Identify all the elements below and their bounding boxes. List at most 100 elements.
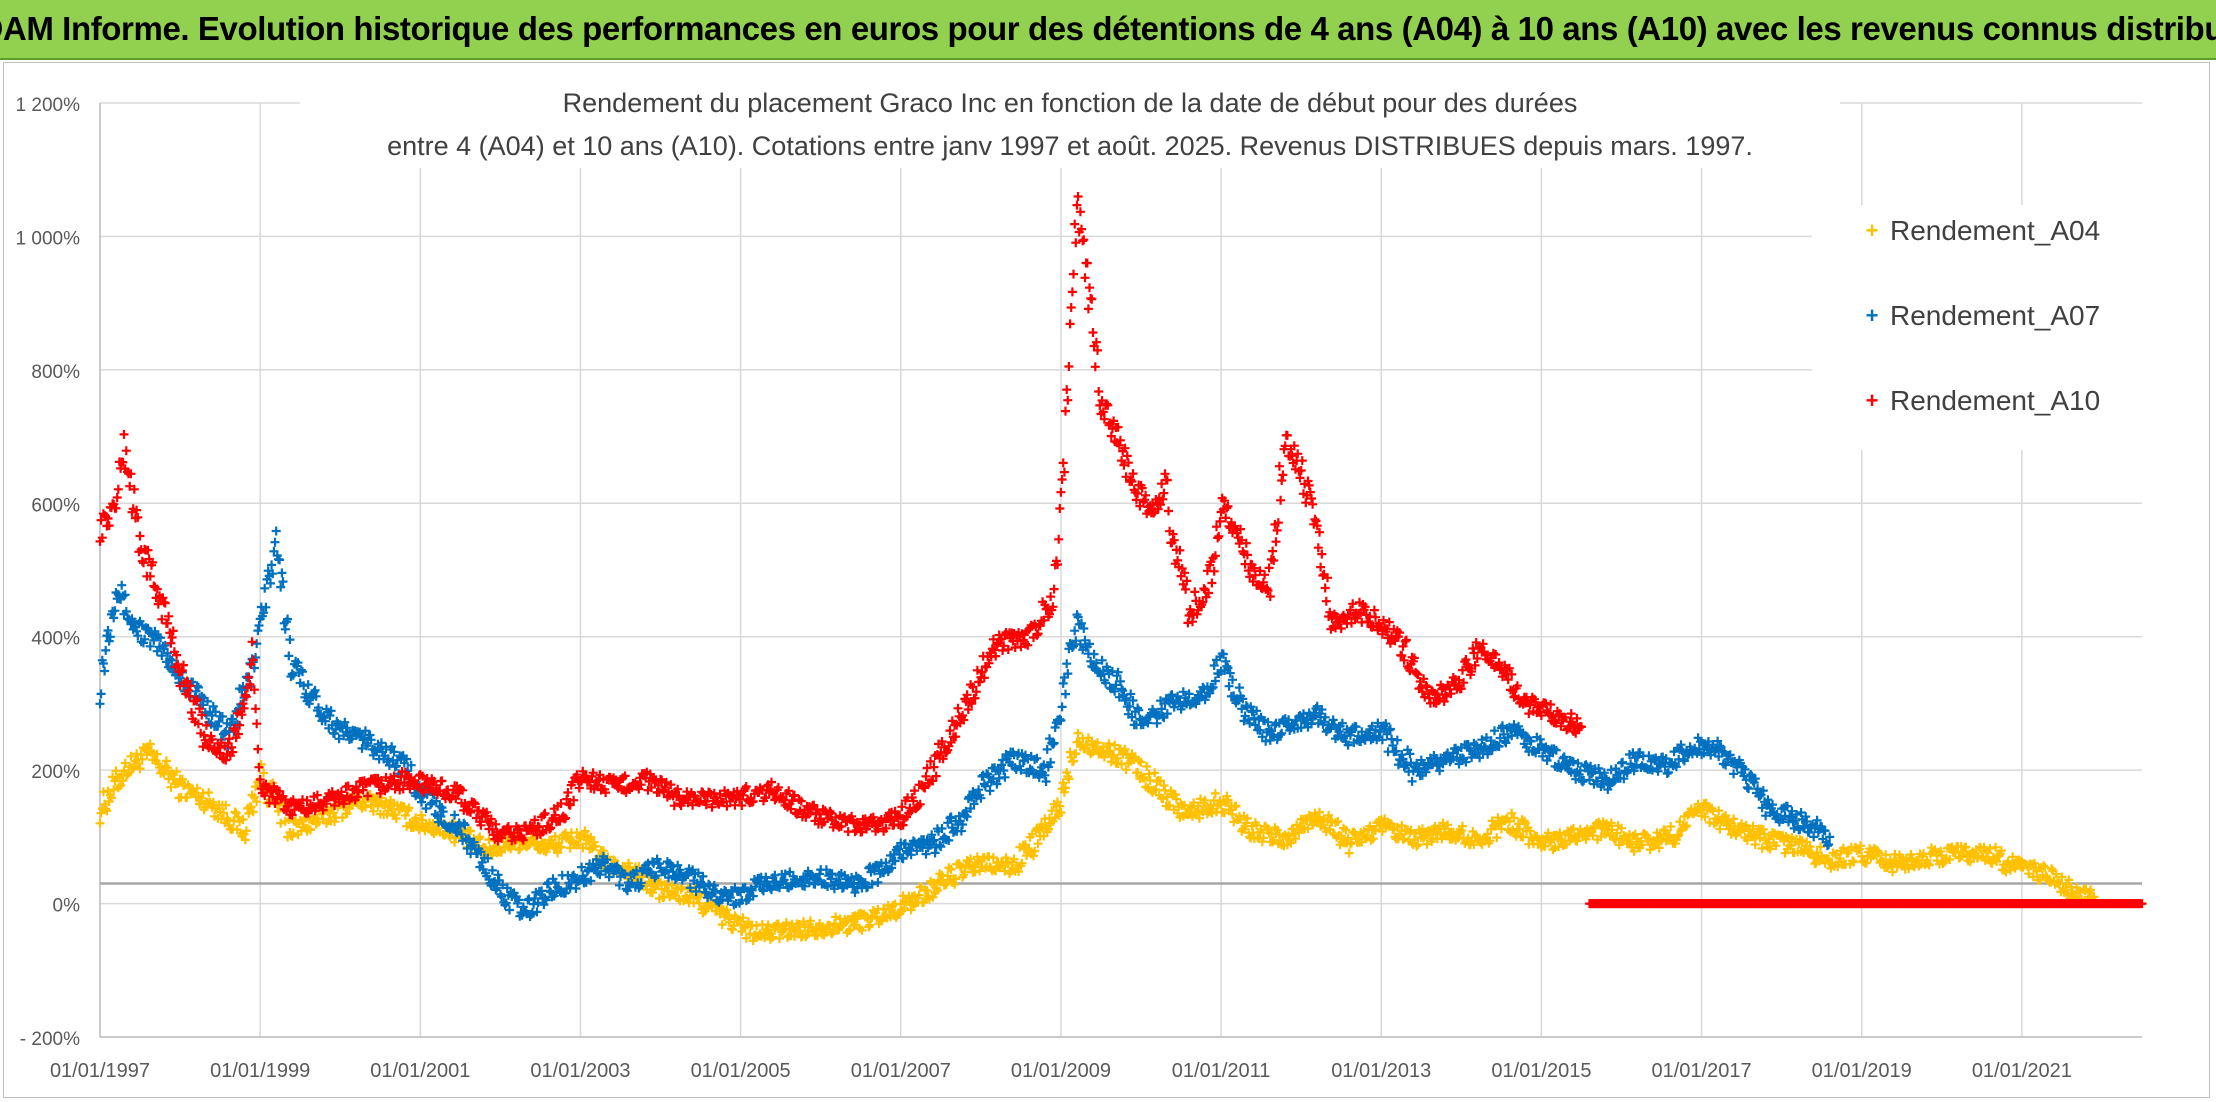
data-point	[160, 640, 170, 650]
data-point	[1014, 867, 1024, 877]
data-point	[1073, 192, 1083, 201]
data-point	[1660, 826, 1670, 836]
x-tick-label: 01/01/2019	[1812, 1060, 1912, 1082]
data-point	[197, 793, 207, 803]
data-point	[1936, 846, 1946, 856]
data-point	[815, 919, 825, 928]
data-point	[1874, 848, 1884, 858]
data-point	[1082, 258, 1092, 268]
data-point	[1172, 794, 1181, 804]
data-point	[1062, 385, 1072, 395]
data-point	[1368, 834, 1378, 844]
data-point	[991, 866, 1001, 876]
data-point	[1067, 287, 1077, 297]
data-point	[1291, 834, 1300, 844]
data-point	[306, 825, 315, 835]
data-point	[366, 735, 376, 745]
data-point	[2001, 867, 2011, 877]
series-a10-zero	[1585, 899, 2147, 909]
data-point	[1094, 387, 1104, 396]
data-point	[271, 526, 281, 536]
data-point	[1277, 476, 1287, 485]
data-point	[1165, 800, 1175, 810]
data-point	[133, 631, 143, 641]
data-point	[648, 888, 657, 898]
x-tick-label: 01/01/2009	[1011, 1060, 1111, 1082]
data-point	[1214, 531, 1224, 541]
data-point	[283, 614, 293, 624]
data-point	[1540, 841, 1550, 851]
data-point	[360, 802, 370, 812]
data-point	[1231, 801, 1241, 811]
data-point	[331, 724, 341, 734]
data-point	[1666, 822, 1676, 831]
data-point	[1207, 578, 1217, 588]
data-point	[244, 809, 254, 818]
data-point	[1320, 583, 1330, 593]
data-point	[1629, 846, 1639, 856]
data-point	[1190, 587, 1200, 597]
data-point	[1209, 566, 1219, 576]
data-point	[96, 689, 106, 699]
data-point	[1152, 718, 1162, 728]
data-point	[135, 764, 145, 774]
data-point	[624, 858, 633, 868]
data-point	[1142, 762, 1152, 771]
data-point	[117, 580, 127, 590]
data-point	[1554, 842, 1564, 852]
data-point	[381, 797, 391, 807]
data-point	[111, 766, 121, 776]
data-point	[1700, 812, 1710, 822]
data-point	[1336, 831, 1346, 841]
data-point	[137, 754, 147, 764]
data-point	[1985, 844, 1995, 853]
data-point	[1159, 488, 1169, 498]
x-tick-label: 01/01/2007	[851, 1060, 951, 1082]
data-point	[251, 704, 261, 714]
data-point	[121, 446, 131, 456]
data-point	[1121, 765, 1131, 775]
data-point	[1269, 835, 1279, 845]
data-point	[717, 920, 727, 930]
data-point	[1617, 823, 1626, 833]
data-point	[1321, 596, 1331, 606]
data-point	[773, 919, 783, 929]
y-tick-label: - 200%	[20, 1029, 80, 1050]
data-point	[988, 853, 998, 862]
data-point	[320, 716, 330, 726]
data-point	[1607, 825, 1617, 835]
data-point	[1779, 836, 1789, 846]
data-point	[1286, 838, 1296, 848]
data-point	[1588, 831, 1598, 840]
data-point	[1066, 303, 1076, 312]
data-point	[1064, 774, 1074, 784]
data-point	[694, 898, 704, 908]
data-point	[1714, 806, 1724, 816]
data-point	[1838, 843, 1848, 853]
data-point	[261, 602, 271, 612]
data-point	[1937, 851, 1947, 861]
data-point	[238, 682, 248, 691]
data-point	[951, 874, 961, 884]
data-point	[1637, 840, 1647, 850]
data-point	[434, 817, 444, 827]
data-point	[246, 802, 256, 812]
data-point	[2040, 862, 2050, 872]
data-point	[1144, 769, 1154, 779]
data-point	[254, 621, 264, 630]
data-point	[1030, 846, 1040, 856]
data-point	[1835, 854, 1845, 864]
data-point	[1073, 728, 1083, 738]
data-point	[1630, 829, 1640, 839]
data-point	[389, 747, 399, 757]
x-tick-label: 01/01/2001	[370, 1060, 470, 1082]
x-tick-label: 01/01/2015	[1491, 1060, 1591, 1082]
data-point	[1515, 824, 1525, 834]
data-point	[1407, 776, 1417, 786]
data-point	[1443, 820, 1453, 830]
data-point	[515, 844, 525, 853]
data-point	[260, 583, 270, 593]
data-point	[2086, 885, 2095, 895]
data-point	[1071, 749, 1081, 759]
data-point	[1755, 833, 1765, 843]
